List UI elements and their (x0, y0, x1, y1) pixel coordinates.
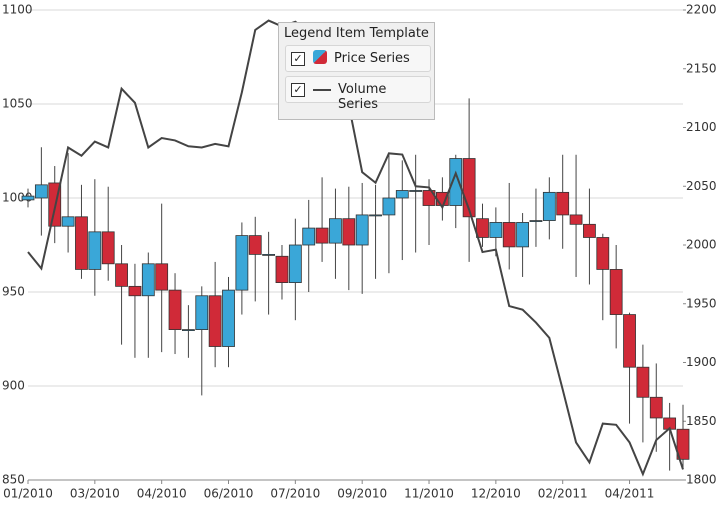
x-tick-label: 06/2010 (204, 487, 254, 501)
x-tick-label: 01/2010 (3, 487, 53, 501)
candle-body (275, 255, 289, 283)
candle-body (449, 158, 463, 206)
candle-body (235, 235, 249, 291)
candle-body (195, 295, 209, 331)
candle-body (596, 237, 610, 270)
x-tick-label: 04/2011 (605, 487, 655, 501)
x-tick-label: 09/2010 (337, 487, 387, 501)
candle-body (288, 244, 302, 283)
legend-title: Legend Item Template (284, 26, 429, 41)
x-tick-label: 02/2011 (538, 487, 588, 501)
y-tick-label: 850 (2, 473, 25, 487)
candle-body (516, 222, 529, 248)
candle-body (329, 218, 342, 244)
candle-body (262, 253, 276, 256)
x-tick-label: 07/2010 (270, 487, 320, 501)
candle-body (369, 214, 382, 217)
candle-body (569, 214, 583, 225)
candle-body (342, 218, 356, 246)
y-tick-label: 1050 (2, 97, 33, 111)
volume-line (27, 19, 684, 477)
candle-body (382, 197, 396, 216)
candle-body (155, 263, 169, 291)
candle-body (583, 223, 596, 238)
candle-body (141, 263, 155, 297)
candle-body (676, 428, 690, 460)
checkbox[interactable]: ✓ (291, 52, 305, 66)
candle-body (476, 218, 489, 238)
legend-label: Price Series (334, 51, 410, 66)
candle-body (556, 191, 570, 216)
candle-body (21, 195, 35, 201)
y-tick-label: 1100 (2, 3, 33, 17)
x-tick-label: 12/2010 (471, 487, 521, 501)
candle-body (61, 216, 75, 227)
x-tick-label: 03/2010 (70, 487, 120, 501)
candle-body (208, 295, 222, 347)
y-tick-label: 1000 (2, 191, 33, 205)
y2-tick-label: 2000 (686, 238, 716, 252)
candle-body (302, 227, 316, 246)
legend-item[interactable]: ✓ Volume Series (285, 76, 431, 112)
y2-tick-label: 2100 (686, 120, 716, 134)
candle-body (636, 366, 650, 398)
legend-item[interactable]: ✓ Price Series (285, 45, 431, 72)
y2-tick-label: 2150 (686, 61, 716, 75)
candle-body (409, 190, 423, 192)
y2-tick-label: 1950 (686, 296, 716, 310)
y-tick-label: 950 (2, 285, 25, 299)
y2-tick-label: 1800 (686, 473, 716, 487)
candle-body (609, 269, 623, 315)
candle-body (34, 184, 48, 199)
candle-body (355, 214, 369, 246)
candle-body (128, 285, 142, 297)
y2-tick-label: 2050 (686, 179, 716, 193)
x-tick-label: 11/2010 (404, 487, 454, 501)
candle-body (395, 190, 409, 199)
candle-body (542, 191, 556, 221)
legend-icon (313, 50, 327, 64)
candle-body (88, 231, 102, 270)
candle-body (248, 235, 262, 255)
y2-tick-label: 2200 (686, 3, 716, 17)
candle-body (529, 220, 543, 222)
candle-body (315, 227, 329, 244)
legend-label: Volume Series (338, 82, 387, 112)
candle-body (75, 216, 88, 270)
candle-body (168, 289, 182, 330)
legend: Legend Item Template ✓ Price Series ✓ Vo… (278, 22, 435, 120)
x-tick-label: 04/2010 (137, 487, 187, 501)
y-tick-label: 900 (2, 379, 25, 393)
y2-tick-label: 1850 (686, 414, 716, 428)
checkbox[interactable]: ✓ (291, 83, 305, 97)
legend-icon (313, 89, 331, 91)
candle-body (101, 231, 115, 265)
candle-body (115, 263, 128, 287)
candle-body (489, 222, 503, 238)
candle-body (182, 329, 195, 332)
candle-body (649, 396, 663, 419)
candle-body (222, 289, 235, 347)
candle-body (623, 314, 636, 368)
candle-body (502, 222, 516, 248)
y2-tick-label: 1900 (686, 355, 716, 369)
